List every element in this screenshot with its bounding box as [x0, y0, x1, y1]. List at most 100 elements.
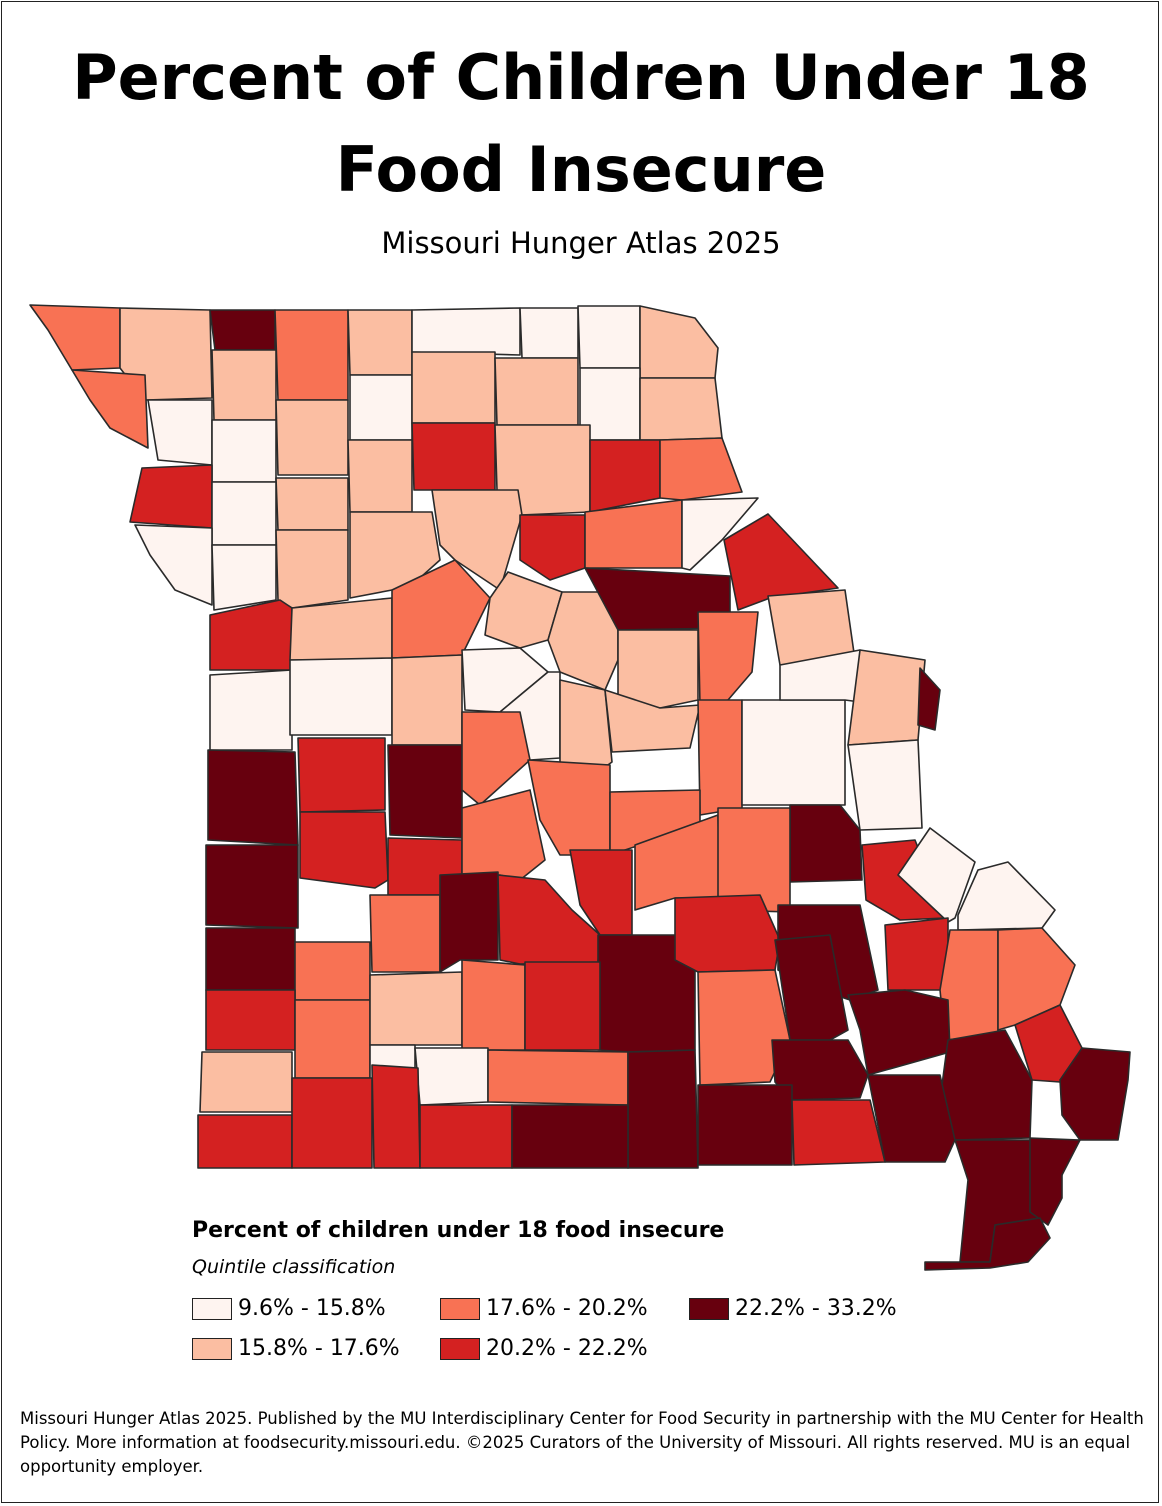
county-polygon — [129, 464, 213, 529]
legend-item-class-3: 17.6% - 20.2% — [440, 1296, 648, 1321]
legend-label-2: 15.8% - 17.6% — [238, 1336, 400, 1361]
county-polygon — [134, 524, 213, 606]
county-polygon — [209, 669, 293, 751]
county-polygon — [697, 1084, 793, 1166]
county-polygon — [674, 894, 781, 973]
county-polygon — [487, 1049, 629, 1106]
county-polygon — [519, 514, 586, 581]
county-polygon — [639, 305, 719, 379]
legend-label-3: 17.6% - 20.2% — [486, 1296, 648, 1321]
legend-swatch-3 — [440, 1297, 480, 1320]
county-polygon — [275, 477, 349, 531]
county-polygon — [211, 419, 277, 483]
county-polygon — [205, 927, 296, 991]
county-polygon — [789, 804, 863, 883]
legend-item-class-5: 22.2% - 33.2% — [689, 1296, 897, 1321]
county-polygon — [519, 307, 579, 359]
county-polygon — [627, 1049, 699, 1169]
map-title: Percent of Children Under 18 Food Insecu… — [72, 41, 1090, 206]
county-polygon — [697, 699, 743, 816]
county-polygon — [211, 544, 277, 611]
county-polygon — [847, 649, 926, 746]
county-polygon — [275, 399, 349, 476]
county-polygon — [524, 961, 601, 1051]
county-polygon — [847, 989, 951, 1076]
county-polygon — [439, 871, 499, 973]
county-polygon — [29, 304, 121, 371]
county-polygons — [29, 304, 1131, 1271]
county-polygon — [347, 439, 413, 513]
legend-swatch-2 — [192, 1337, 232, 1360]
legend-item-class-1: 9.6% - 15.8% — [192, 1296, 386, 1321]
county-polygon — [419, 1104, 513, 1169]
county-polygon — [275, 529, 349, 609]
county-polygon — [791, 1099, 886, 1166]
county-polygon — [299, 811, 389, 889]
county-polygon — [939, 1029, 1033, 1141]
legend-label-1: 9.6% - 15.8% — [238, 1296, 386, 1321]
county-polygon — [211, 481, 277, 546]
county-polygon — [867, 1074, 956, 1163]
county-polygon — [297, 737, 386, 813]
county-polygon — [197, 1114, 293, 1169]
county-polygon — [369, 894, 441, 973]
county-polygon — [211, 349, 277, 421]
county-polygon — [847, 739, 923, 831]
county-polygon — [147, 399, 213, 466]
county-polygon — [289, 657, 393, 736]
legend: Percent of children under 18 food insecu… — [192, 1218, 952, 1368]
county-polygon — [391, 654, 463, 746]
legend-title: Percent of children under 18 food insecu… — [192, 1218, 725, 1243]
county-polygon — [199, 1051, 293, 1113]
county-polygon — [1029, 1137, 1081, 1226]
county-polygon — [659, 437, 743, 501]
map-subtitle: Missouri Hunger Atlas 2025 — [381, 226, 781, 260]
legend-swatch-4 — [440, 1337, 480, 1360]
county-polygon — [697, 611, 759, 706]
legend-item-class-2: 15.8% - 17.6% — [192, 1336, 400, 1361]
county-polygon — [209, 599, 293, 671]
county-polygon — [289, 597, 393, 661]
county-polygon — [917, 667, 941, 731]
county-polygon — [391, 559, 491, 659]
county-polygon — [584, 499, 683, 569]
county-polygon — [347, 309, 413, 376]
county-polygon — [209, 309, 276, 351]
county-polygon — [494, 357, 579, 426]
legend-label-5: 22.2% - 33.2% — [735, 1296, 897, 1321]
legend-subtitle: Quintile classification — [192, 1256, 396, 1278]
county-polygon — [774, 934, 849, 1041]
county-polygon — [897, 827, 976, 923]
county-polygon — [741, 699, 846, 806]
county-polygon — [291, 1077, 373, 1169]
county-polygon — [924, 1217, 1051, 1271]
county-polygon — [957, 861, 1056, 931]
county-polygon — [1059, 1047, 1131, 1141]
legend-label-4: 20.2% - 22.2% — [486, 1336, 648, 1361]
county-polygon — [577, 305, 641, 369]
county-polygon — [274, 309, 349, 401]
county-polygon — [884, 917, 949, 991]
legend-swatch-5 — [689, 1297, 729, 1320]
county-polygon — [461, 789, 546, 881]
county-polygon — [371, 1064, 421, 1169]
county-polygon — [411, 351, 496, 424]
county-polygon — [604, 689, 701, 753]
county-polygon — [205, 844, 299, 929]
county-polygon — [511, 1104, 629, 1169]
county-polygon — [205, 989, 296, 1051]
county-polygon — [617, 629, 699, 709]
county-polygon — [461, 711, 531, 806]
county-polygon — [387, 744, 463, 839]
county-polygon — [639, 377, 723, 441]
county-polygon — [207, 749, 299, 846]
county-polygon — [589, 439, 661, 513]
county-polygon — [71, 369, 149, 449]
county-polygon — [411, 307, 521, 356]
footer-credits: Missouri Hunger Atlas 2025. Published by… — [20, 1409, 1144, 1476]
legend-swatch-1 — [192, 1297, 232, 1320]
county-polygon — [461, 959, 526, 1051]
county-polygon — [349, 374, 413, 441]
county-polygon — [771, 1039, 869, 1101]
